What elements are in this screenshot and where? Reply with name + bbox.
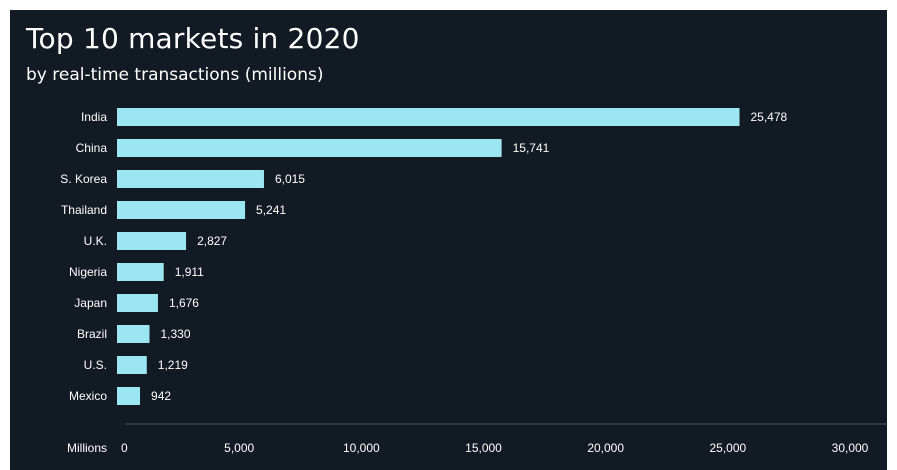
bar bbox=[117, 387, 141, 405]
value-label: 5,241 bbox=[256, 203, 286, 217]
category-label: U.K. bbox=[84, 234, 107, 248]
category-label: India bbox=[81, 110, 107, 124]
value-label: 6,015 bbox=[275, 172, 305, 186]
bar bbox=[117, 325, 150, 343]
bar bbox=[117, 356, 147, 374]
category-label: China bbox=[76, 141, 108, 155]
bar bbox=[117, 263, 164, 281]
category-label: Thailand bbox=[61, 203, 107, 217]
chart-subtitle: by real-time transactions (millions) bbox=[26, 65, 324, 85]
value-label: 25,478 bbox=[751, 110, 788, 124]
value-label: 1,330 bbox=[160, 327, 190, 341]
x-tick-label: 0 bbox=[121, 441, 128, 455]
category-label: Nigeria bbox=[69, 265, 107, 279]
value-label: 2,827 bbox=[197, 234, 227, 248]
x-tick-label: 30,000 bbox=[832, 441, 869, 455]
chart-title: Top 10 markets in 2020 bbox=[26, 22, 360, 55]
value-label: 942 bbox=[151, 389, 171, 403]
bar bbox=[117, 232, 187, 250]
category-label: S. Korea bbox=[60, 172, 107, 186]
x-tick-label: 5,000 bbox=[224, 441, 254, 455]
bar bbox=[117, 201, 246, 219]
x-tick-label: 20,000 bbox=[587, 441, 624, 455]
value-label: 15,741 bbox=[513, 141, 550, 155]
x-axis-label: Millions bbox=[67, 441, 107, 455]
x-tick-label: 10,000 bbox=[343, 441, 380, 455]
category-label: Mexico bbox=[69, 389, 107, 403]
value-label: 1,676 bbox=[169, 296, 199, 310]
bar bbox=[117, 139, 502, 157]
bar bbox=[117, 294, 158, 312]
bar bbox=[117, 108, 740, 126]
bar-chart: India 25,478 China 15,741 S. Korea 6,015 Thail… bbox=[60, 108, 887, 455]
category-label: Brazil bbox=[77, 327, 107, 341]
category-label: U.S. bbox=[84, 358, 107, 372]
x-tick-label: 15,000 bbox=[465, 441, 502, 455]
value-label: 1,911 bbox=[175, 265, 204, 279]
bar bbox=[117, 170, 264, 188]
category-label: Japan bbox=[74, 296, 107, 310]
chart-panel: Top 10 markets in 2020 by real-time tran… bbox=[10, 10, 887, 470]
x-tick-label: 25,000 bbox=[709, 441, 746, 455]
value-label: 1,219 bbox=[158, 358, 188, 372]
